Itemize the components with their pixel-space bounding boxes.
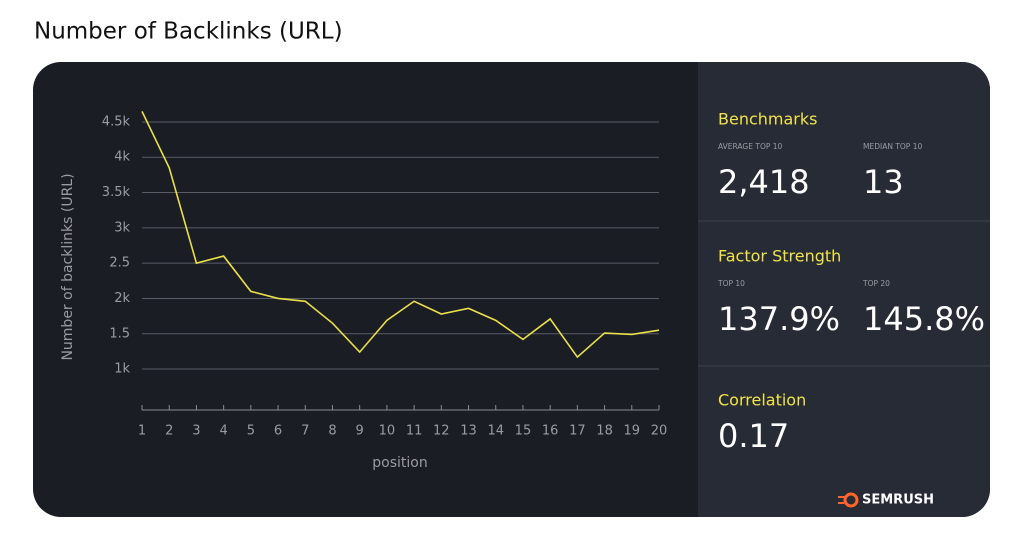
x-tick-label: 10	[379, 424, 396, 439]
y-tick-label: 2k	[114, 291, 130, 306]
y-tick-label: 1k	[114, 362, 130, 377]
x-tick-label: 7	[301, 424, 309, 439]
y-tick-label: 1.5	[109, 326, 130, 341]
x-tick-label: 12	[433, 424, 450, 439]
card	[33, 62, 990, 517]
page-title: Number of Backlinks (URL)	[34, 19, 343, 45]
metric-label: MEDIAN TOP 10	[863, 142, 922, 151]
x-tick-label: 11	[406, 424, 423, 439]
x-axis-label: position	[372, 455, 427, 471]
metric-value: 0.17	[718, 417, 789, 455]
metric-label: TOP 20	[862, 279, 890, 288]
section-title: Correlation	[718, 391, 806, 410]
brand: SEMRUSH	[862, 493, 934, 508]
x-tick-label: 15	[515, 424, 532, 439]
logo: SEMRUSH	[838, 492, 934, 508]
x-tick-label: 14	[487, 424, 504, 439]
series-line	[141, 111, 660, 359]
y-tick-label: 3.5k	[102, 185, 131, 200]
y-tick-label: 2.5	[109, 256, 130, 271]
x-tick-label: 1	[138, 424, 146, 439]
y-tick-label: 3k	[114, 220, 130, 235]
metric-value: 2,418	[718, 163, 810, 201]
y-tick-label: 4.5k	[102, 114, 131, 129]
x-tick-label: 2	[165, 424, 173, 439]
metric-label: AVERAGE TOP 10	[718, 142, 783, 151]
metric-value: 137.9%	[718, 300, 840, 338]
x-tick-label: 18	[596, 424, 613, 439]
logo-icon	[838, 496, 846, 504]
x-tick-label: 5	[247, 424, 255, 439]
x-tick-label: 3	[192, 424, 200, 439]
section-title: Benchmarks	[718, 110, 817, 129]
x-tick-label: 9	[356, 424, 364, 439]
x-tick-label: 19	[624, 424, 641, 439]
y-tick-label: 4k	[114, 150, 130, 165]
y-axis-label: Number of backlinks (URL)	[60, 173, 76, 360]
x-tick-label: 17	[569, 424, 586, 439]
x-tick-label: 16	[542, 424, 559, 439]
x-tick-label: 4	[219, 424, 227, 439]
metric-value: 145.8%	[863, 300, 985, 338]
metric-label: TOP 10	[717, 279, 745, 288]
x-tick-label: 6	[274, 424, 282, 439]
x-tick-label: 8	[328, 424, 336, 439]
logo-icon	[843, 492, 859, 508]
section-title: Factor Strength	[718, 247, 841, 266]
panel-bg	[698, 62, 990, 517]
x-tick-label: 13	[460, 424, 477, 439]
panel: Benchmarks AVERAGE TOP 10 2,418 MEDIAN TOP …	[717, 110, 985, 456]
metric-value: 13	[863, 163, 904, 201]
x-tick-label: 20	[651, 424, 668, 439]
